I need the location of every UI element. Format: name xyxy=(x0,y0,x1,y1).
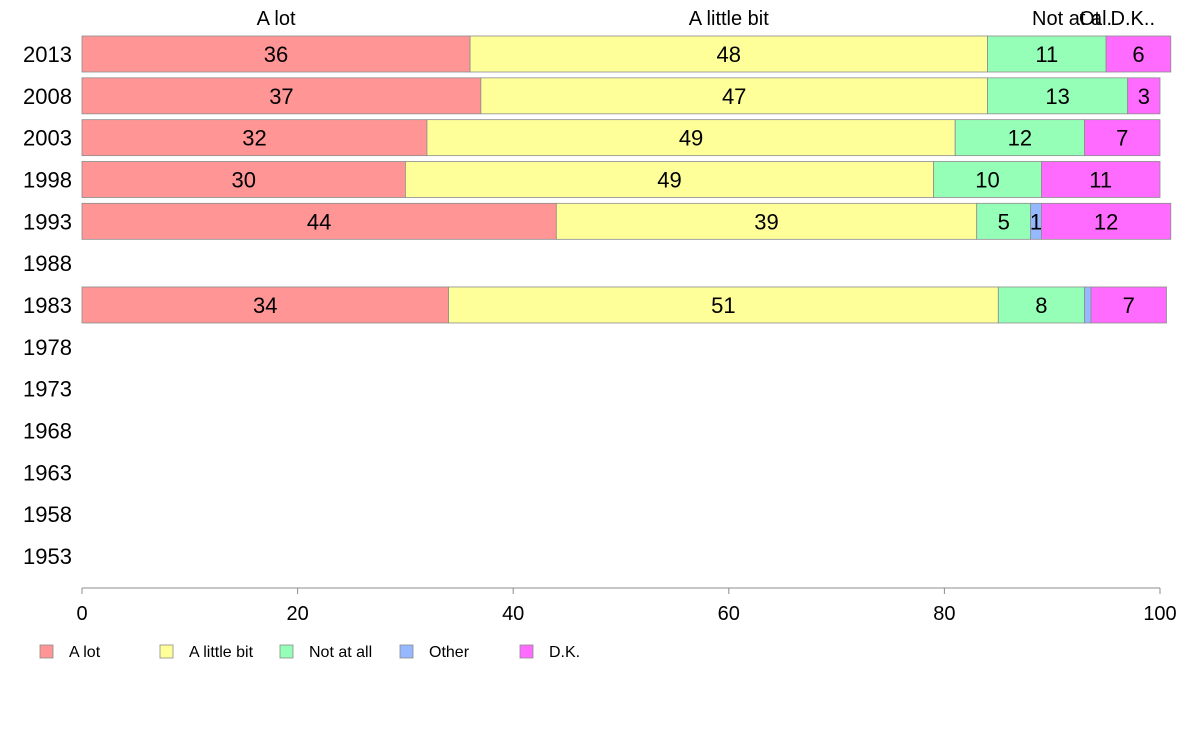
y-tick-label: 1963 xyxy=(23,460,72,485)
bar-segment xyxy=(81,161,406,198)
bar-value-label: 11 xyxy=(1035,42,1058,67)
bar-segment xyxy=(1090,286,1167,324)
legend-label: Other xyxy=(429,644,470,661)
legend-swatch xyxy=(279,644,294,659)
x-tick-label: 60 xyxy=(718,603,740,625)
legend-label: D.K. xyxy=(549,644,580,661)
bar-segment xyxy=(81,77,482,115)
legend-swatch xyxy=(39,644,54,659)
bar-value-label: 39 xyxy=(754,209,778,234)
bar-segment xyxy=(81,35,471,73)
bar-segment xyxy=(1084,286,1092,324)
top-category-label: A little bit xyxy=(689,8,769,30)
bar-value-label: 13 xyxy=(1045,84,1069,109)
bar-value-label: 3 xyxy=(1138,84,1150,109)
bar-segment xyxy=(987,35,1107,73)
bar-segment xyxy=(1041,202,1172,240)
x-tick-label: 20 xyxy=(286,603,308,625)
bar-value-label: 49 xyxy=(657,167,681,192)
bar-value-label: 7 xyxy=(1123,293,1135,318)
top-category-label: A lot xyxy=(257,8,296,30)
y-tick-label: 1968 xyxy=(23,418,72,443)
bar-value-label: 10 xyxy=(975,167,999,192)
bar-value-label: 12 xyxy=(1094,209,1118,234)
bar-segment xyxy=(1105,35,1172,73)
y-tick-label: 2008 xyxy=(23,84,72,109)
legend-swatch xyxy=(519,644,534,659)
bar-segment xyxy=(1041,161,1161,198)
bar-segment xyxy=(404,161,935,198)
bar-segment xyxy=(81,119,428,157)
bar-segment xyxy=(448,286,999,324)
bar-value-label: 11 xyxy=(1089,167,1112,192)
bar-value-label: 6 xyxy=(1132,42,1144,67)
legend-label: A little bit xyxy=(189,644,254,661)
bar-segment xyxy=(987,77,1129,115)
bar-segment xyxy=(555,202,978,240)
bar-value-label: 49 xyxy=(679,126,703,151)
bar-value-label: 1 xyxy=(1030,209,1042,234)
legend-swatch xyxy=(159,644,174,659)
y-tick-label: 1953 xyxy=(23,544,72,569)
bar-segment xyxy=(81,202,557,240)
bar-segment xyxy=(480,77,988,115)
bar-value-label: 47 xyxy=(722,84,746,109)
y-tick-label: 2003 xyxy=(23,126,72,151)
bar-value-label: 8 xyxy=(1035,293,1047,318)
x-tick-label: 40 xyxy=(502,603,524,625)
bar-segment xyxy=(1127,77,1161,115)
bar-value-label: 34 xyxy=(253,293,277,318)
y-tick-label: 1973 xyxy=(23,377,72,402)
legend-swatch xyxy=(399,644,414,659)
legend-label: Not at all xyxy=(309,644,372,661)
bar-segment xyxy=(1084,119,1161,157)
bar-value-label: 48 xyxy=(717,42,741,67)
y-tick-label: 1983 xyxy=(23,293,72,318)
bar-value-label: 32 xyxy=(242,126,266,151)
top-category-label: D.K.. xyxy=(1111,8,1155,30)
bar-value-label: 44 xyxy=(307,209,331,234)
bar-segment xyxy=(469,35,988,73)
y-tick-label: 1998 xyxy=(23,167,72,192)
bar-value-label: 51 xyxy=(711,293,735,318)
top-category-label: Ot xyxy=(1079,8,1101,30)
bar-value-label: 37 xyxy=(269,84,293,109)
y-tick-label: 1958 xyxy=(23,502,72,527)
y-tick-label: 1978 xyxy=(23,335,72,360)
top-category-label: Not at al. xyxy=(1032,8,1112,30)
bar-value-label: 36 xyxy=(264,42,288,67)
legend-label: A lot xyxy=(69,644,101,661)
x-tick-label: 0 xyxy=(76,603,87,625)
y-tick-label: 2013 xyxy=(23,42,72,67)
bar-segment xyxy=(426,119,956,157)
bar-value-label: 7 xyxy=(1116,126,1128,151)
y-tick-label: 1988 xyxy=(23,251,72,276)
bar-value-label: 12 xyxy=(1008,126,1032,151)
x-tick-label: 80 xyxy=(933,603,955,625)
bar-value-label: 30 xyxy=(231,167,255,192)
y-tick-label: 1993 xyxy=(23,209,72,234)
bar-value-label: 5 xyxy=(998,209,1010,234)
bar-segment xyxy=(976,202,1032,240)
x-tick-label: 100 xyxy=(1143,603,1176,625)
